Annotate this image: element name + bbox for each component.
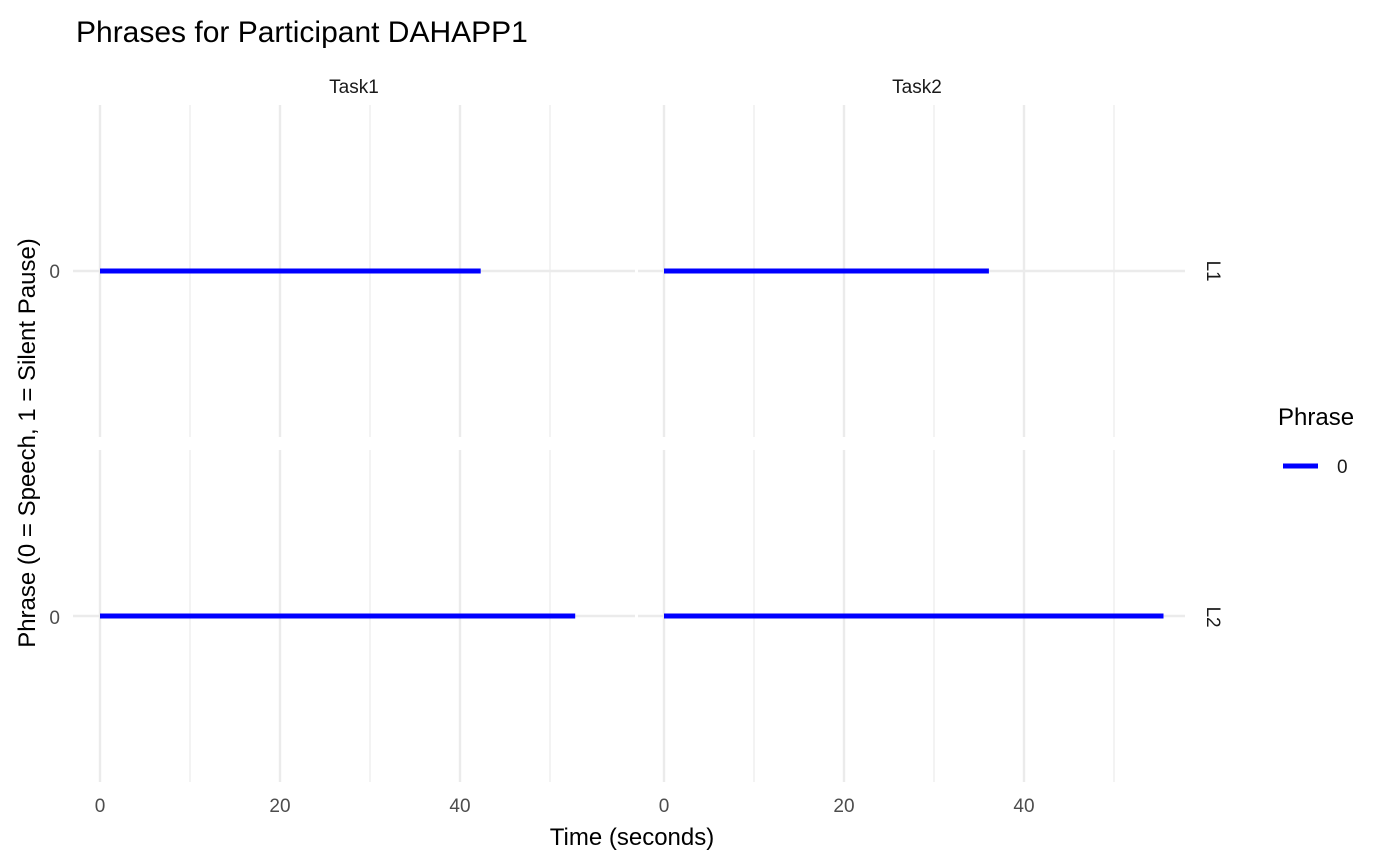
chart-title: Phrases for Participant DAHAPP1 <box>76 16 528 49</box>
x-tick-label: 0 <box>95 796 106 817</box>
x-tick-label: 20 <box>833 796 854 817</box>
legend-label: 0 <box>1337 457 1348 478</box>
panels <box>73 105 1185 782</box>
panel-l1-task2 <box>638 105 1185 437</box>
strip-label-l1: L1 <box>1202 260 1223 281</box>
strip-label-l2: L2 <box>1202 606 1223 627</box>
legend-title: Phrase <box>1278 404 1354 431</box>
x-tick-label: 0 <box>659 796 670 817</box>
panel-l2-task2 <box>638 450 1185 782</box>
panel-l2-task1 <box>73 450 635 782</box>
x-tick-label: 40 <box>449 796 470 817</box>
x-tick-label: 40 <box>1013 796 1034 817</box>
x-tick-label: 20 <box>269 796 290 817</box>
strip-label-task1: Task1 <box>329 77 379 98</box>
x-axis-title: Time (seconds) <box>550 824 714 851</box>
strip-label-task2: Task2 <box>892 77 942 98</box>
panel-l1-task1 <box>73 105 635 437</box>
x-tick-labels: 0 20 40 0 20 40 <box>95 796 1035 817</box>
y-tick-label-l1: 0 <box>49 262 60 283</box>
y-tick-label-l2: 0 <box>49 608 60 629</box>
y-axis-title: Phrase (0 = Speech, 1 = Silent Pause) <box>14 238 41 648</box>
